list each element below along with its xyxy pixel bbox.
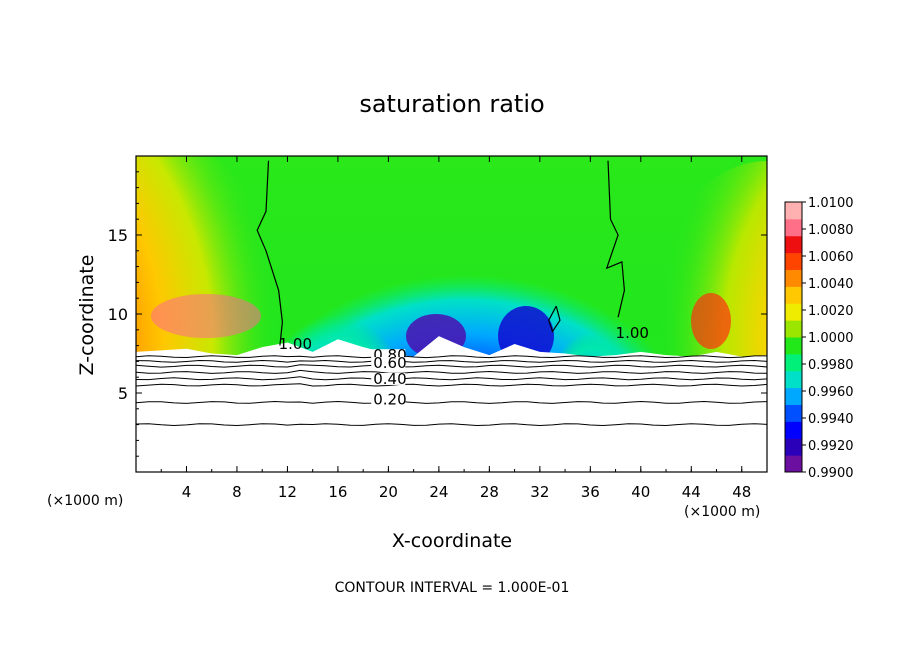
colorbar-swatch [785, 455, 802, 473]
contour-line [135, 369, 768, 374]
x-tick-label: 48 [732, 483, 751, 501]
colorbar-label: 0.9920 [808, 439, 854, 454]
colorbar-swatch [785, 404, 802, 422]
contour-1.00-left [256, 160, 284, 346]
colorbar-label: 0.9960 [808, 385, 854, 400]
contour-label: 0.20 [373, 390, 406, 408]
y-tick-label: 15 [108, 226, 128, 245]
colorbar-swatch [785, 286, 802, 304]
x-tick-label: 28 [480, 483, 499, 501]
x-tick-label: 44 [682, 483, 701, 501]
subsaturated-lower-layer [136, 336, 767, 472]
saturation-field [136, 156, 767, 472]
contour-line [135, 423, 768, 427]
contour-1.00-right [605, 160, 626, 318]
colorbar: 1.0100 1.0080 1.0060 1.0040 1.0020 1.0000 0.99… [784, 196, 854, 481]
x-tick-label: 40 [631, 483, 650, 501]
x-tick-label: 4 [182, 483, 192, 501]
contour-label: 0.60 [373, 354, 406, 372]
contour-label: 1.00 [279, 335, 312, 353]
y-tick-label: 10 [108, 305, 128, 324]
colorbar-swatch [785, 252, 802, 270]
colorbar-swatch [785, 438, 802, 456]
colorbar-label: 1.0040 [808, 277, 854, 292]
colorbar-label: 1.0060 [808, 250, 854, 265]
colorbar-label: 0.9980 [808, 358, 854, 373]
colorbar-swatch [785, 202, 802, 220]
chart-title: saturation ratio [359, 90, 544, 118]
contour-label: 1.00 [616, 324, 649, 342]
colorbar-label: 1.0020 [808, 304, 854, 319]
colorbar-label: 0.9900 [808, 466, 854, 481]
contour-line [135, 364, 768, 368]
colorbar-swatch [785, 387, 802, 405]
max-core-right [691, 293, 731, 349]
x-unit-left: (×1000 m) [47, 493, 123, 509]
colorbar-swatch [785, 235, 802, 254]
x-tick-label: 20 [379, 483, 398, 501]
x-tick-label: 12 [278, 483, 297, 501]
axis-ticks [136, 156, 767, 472]
x-unit-right: (×1000 m) [684, 504, 760, 520]
contour-line [135, 359, 768, 363]
contour-label-bg [371, 393, 406, 406]
max-band-left [151, 294, 261, 338]
contour-label-bg [371, 372, 406, 385]
contour-line [135, 376, 768, 381]
colorbar-swatch [785, 353, 802, 372]
contour-label: 0.40 [373, 370, 406, 388]
x-tick-label: 36 [581, 483, 600, 501]
colorbar-swatch [785, 370, 802, 389]
contour-line [135, 400, 768, 404]
colorbar-swatch [785, 218, 802, 237]
contour-label-bg [371, 357, 406, 370]
colorbar-label: 1.0100 [808, 196, 854, 211]
contour-line [135, 355, 767, 359]
x-tick-label: 8 [232, 483, 242, 501]
colorbar-swatch [785, 320, 802, 338]
contour-lines: 1.001.000.800.600.400.20 [135, 160, 768, 427]
y-tick-label: 5 [118, 384, 128, 403]
colorbar-swatch [785, 269, 802, 287]
x-tick-label: 24 [429, 483, 448, 501]
colorbar-label: 0.9940 [808, 412, 854, 427]
contour-interval-note: CONTOUR INTERVAL = 1.000E-01 [335, 580, 570, 596]
contour-closed-loop [548, 305, 561, 333]
contour-line [135, 383, 768, 387]
colorbar-swatch [785, 421, 802, 439]
colorbar-label: 1.0080 [808, 223, 854, 238]
x-tick-label: 16 [328, 483, 347, 501]
y-axis-label: Z-coordinate [76, 255, 98, 376]
x-tick-label: 32 [530, 483, 549, 501]
colorbar-swatch [785, 303, 802, 321]
colorbar-swatch [785, 337, 802, 355]
colorbar-label: 1.0000 [808, 331, 854, 346]
x-axis-label: X-coordinate [392, 530, 512, 552]
